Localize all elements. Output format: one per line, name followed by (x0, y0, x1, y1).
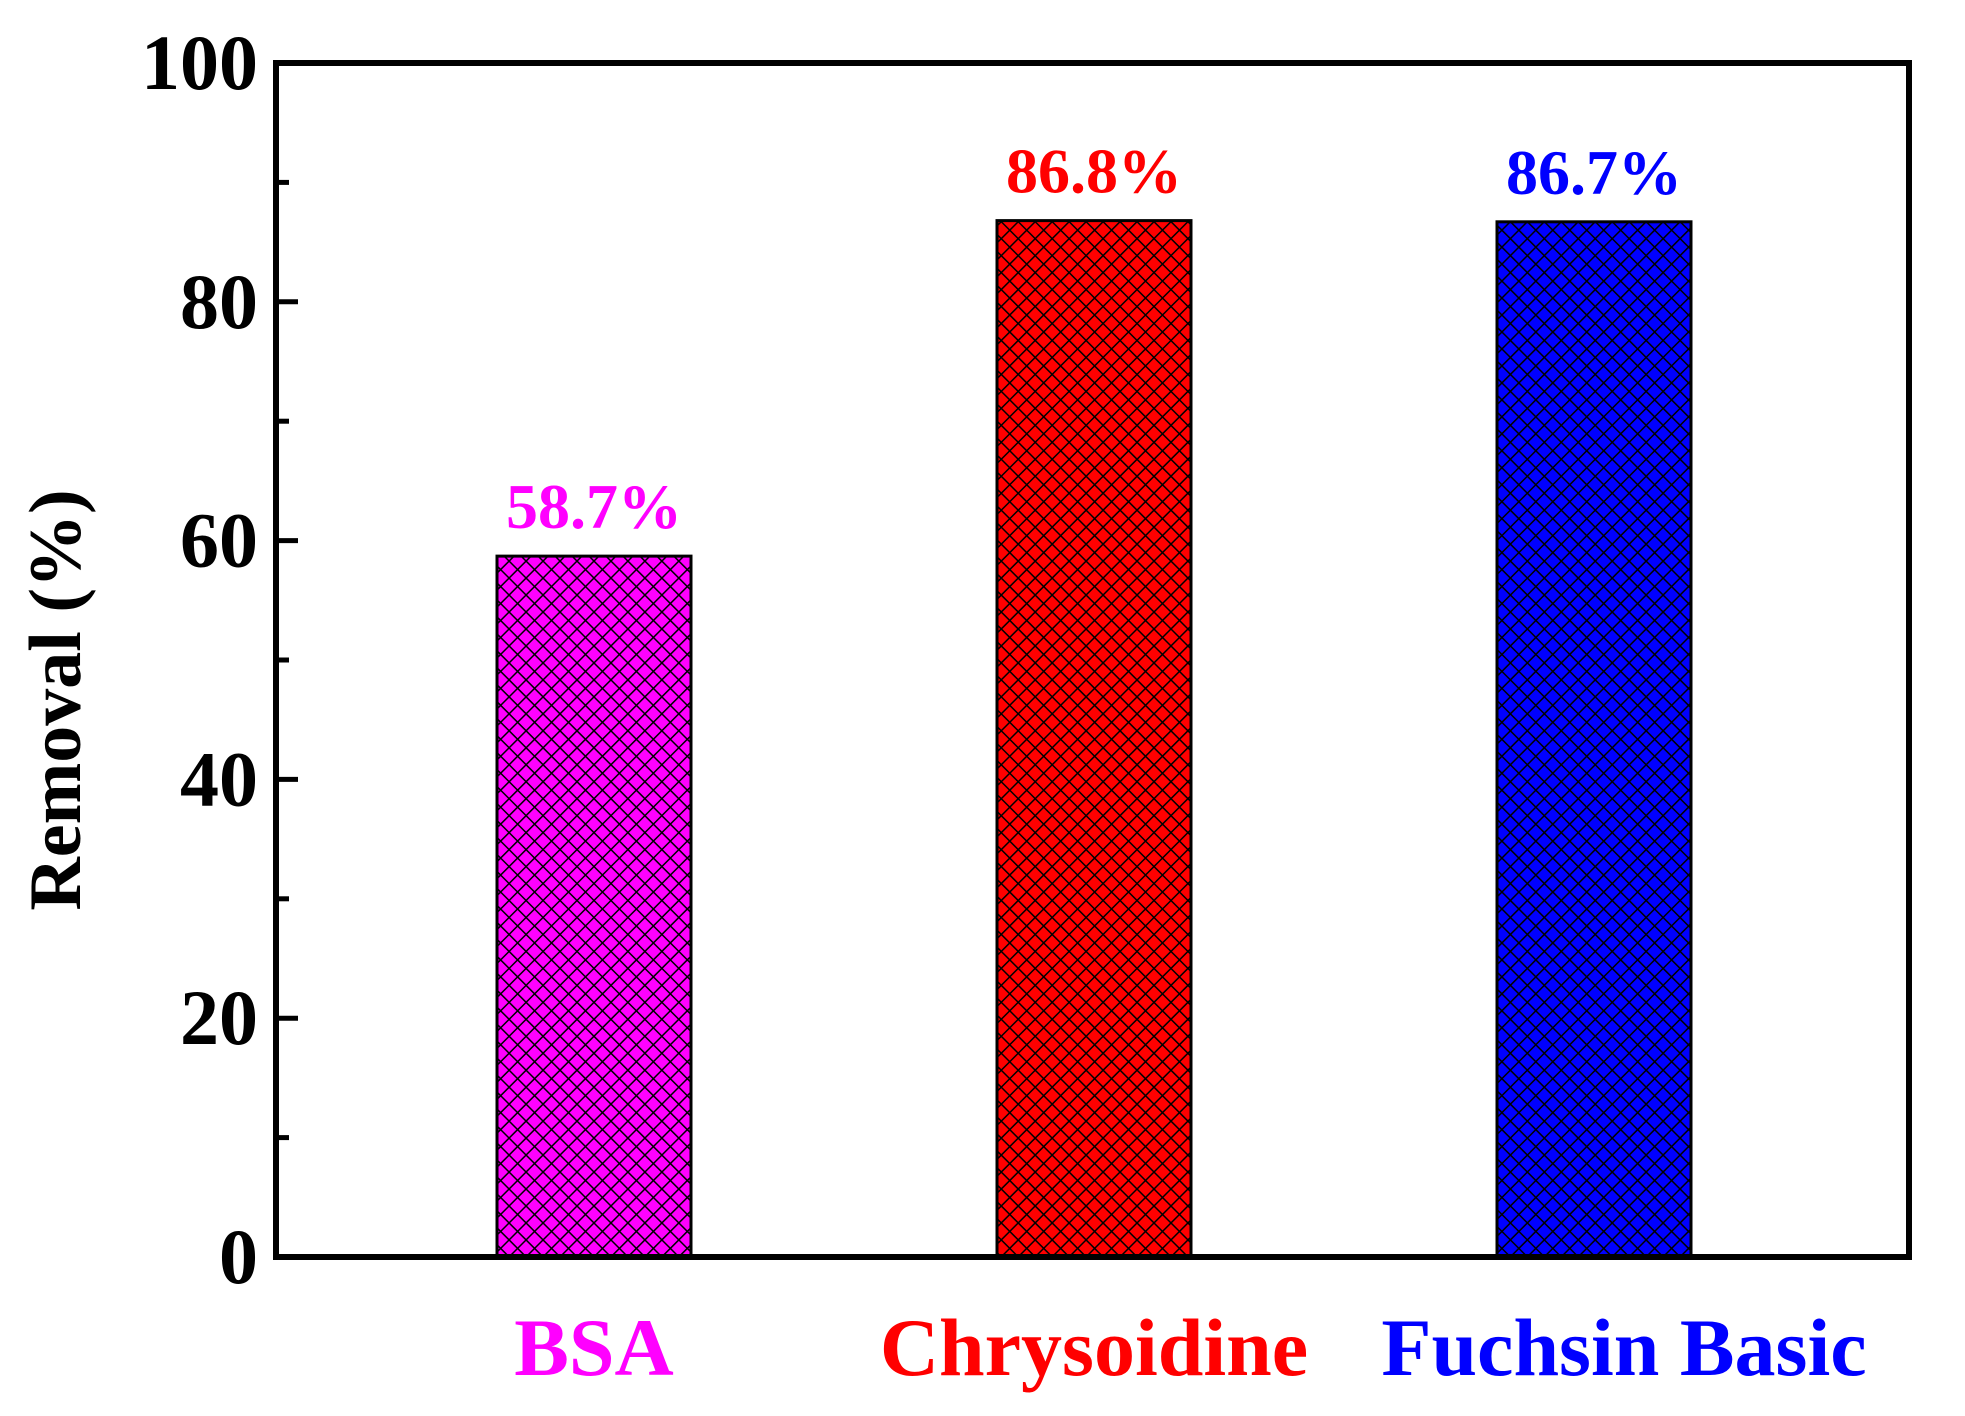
x-category-label: Fuchsin Basic (1381, 1302, 1866, 1393)
data-label: 86.7% (1506, 137, 1682, 208)
y-tick-label: 100 (141, 19, 258, 106)
y-axis: 0 20 40 60 80 100 (141, 19, 298, 1300)
y-tick-label: 60 (180, 497, 258, 584)
y-axis-title: Removal (%) (15, 489, 97, 910)
labels-layer: 58.7% BSA 86.8% Chrysoidine 86.7% Fuchsin Bas… (506, 136, 1867, 1393)
y-tick-label: 20 (180, 974, 258, 1061)
bar-fuchsin-basic (1495, 220, 1693, 1259)
bar-chrysoidine (995, 219, 1193, 1259)
data-label: 86.8% (1006, 136, 1182, 207)
bar-bsa (495, 554, 693, 1259)
x-category-label: BSA (514, 1302, 674, 1393)
x-category-label: Chrysoidine (880, 1302, 1308, 1393)
y-tick-label: 80 (180, 258, 258, 345)
bars-layer (495, 219, 1693, 1259)
y-tick-label: 40 (180, 735, 258, 822)
data-label: 58.7% (506, 471, 682, 542)
y-tick-label: 0 (219, 1213, 258, 1300)
